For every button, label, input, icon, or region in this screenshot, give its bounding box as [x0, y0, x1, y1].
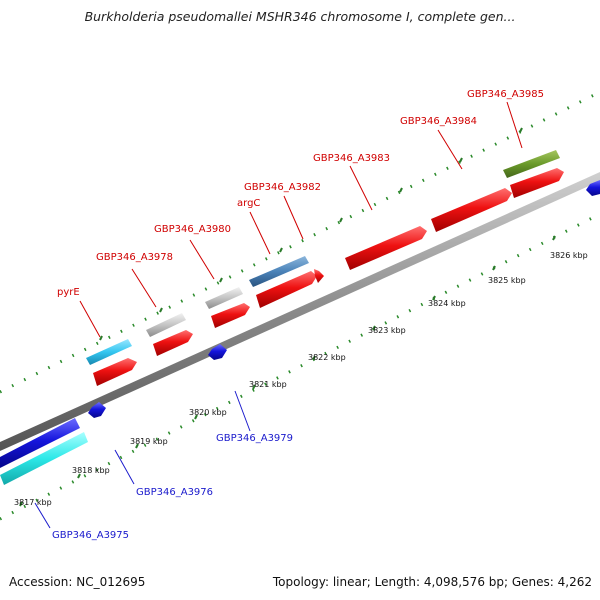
cds-arrow [93, 358, 137, 386]
callout-lines-blue [34, 390, 251, 529]
cds-arrow [431, 188, 512, 232]
gene-bar-pyre [86, 339, 132, 365]
gene-bar-argc [249, 256, 309, 287]
gene-bar-gbp346-a3978 [146, 313, 186, 337]
scale-label: 3824 kbp [428, 299, 466, 308]
cds-arrow [314, 269, 324, 283]
forward-cds-arrows [93, 168, 564, 386]
cds-arrow [510, 168, 564, 198]
label-gbp346-a3983: GBP346_A3983 [313, 153, 390, 164]
cds-arrow [345, 226, 427, 270]
label-gbp346-a3984: GBP346_A3984 [400, 116, 477, 127]
label-argc: argC [237, 198, 260, 209]
major-ticks [19, 127, 556, 507]
scale-label: 3826 kbp [550, 251, 588, 260]
top-strand-features [86, 150, 560, 365]
reverse-cds-arrow [586, 180, 600, 196]
upper-tick-row [0, 90, 600, 394]
scale-label: 3819 kbp [130, 437, 168, 446]
accession-text: Accession: NC_012695 [9, 575, 146, 589]
reverse-cds-arrow [208, 344, 227, 360]
scale-label: 3818 kbp [72, 466, 110, 475]
scale-label: 3821 kbp [249, 380, 287, 389]
chromosome-backbone [0, 172, 600, 451]
cds-arrow [211, 303, 250, 328]
scale-label: 3822 kbp [308, 353, 346, 362]
reverse-cds-arrow [88, 402, 106, 418]
cds-arrow [153, 330, 193, 356]
reverse-strand-features [0, 180, 600, 485]
label-gbp346-a3980: GBP346_A3980 [154, 224, 231, 235]
label-gbp346-a3985: GBP346_A3985 [467, 89, 544, 100]
scale-label: 3823 kbp [368, 326, 406, 335]
label-gbp346-a3979: GBP346_A3979 [216, 433, 293, 444]
cds-arrow [256, 271, 317, 308]
topology-summary: Topology: linear; Length: 4,098,576 bp; … [272, 575, 592, 589]
scale-label: 3817 kbp [14, 498, 52, 507]
label-pyre: pyrE [57, 287, 80, 298]
label-gbp346-a3976: GBP346_A3976 [136, 487, 213, 498]
scale-label: 3820 kbp [189, 408, 227, 417]
callout-lines [79, 101, 523, 338]
label-gbp346-a3975: GBP346_A3975 [52, 530, 129, 541]
gene-bar-gbp346-a3975 [0, 432, 88, 485]
label-gbp346-a3982: GBP346_A3982 [244, 182, 321, 193]
scale-label: 3825 kbp [488, 276, 526, 285]
gene-bar-gbp346-a3980 [205, 287, 243, 309]
label-gbp346-a3978: GBP346_A3978 [96, 252, 173, 263]
gene-bar-gbp346-a3976 [0, 418, 80, 468]
gene-bar-gbp346-a3985 [503, 150, 560, 178]
map-title: Burkholderia pseudomallei MSHR346 chromo… [84, 9, 516, 24]
